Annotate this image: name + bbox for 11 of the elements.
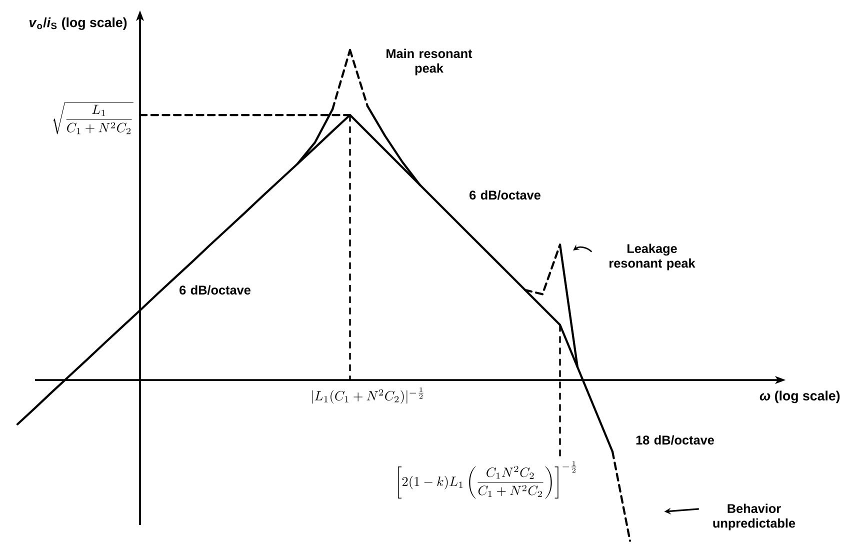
annotation: 18 dB/octave	[636, 435, 714, 445]
text: Behavior unpredictable	[713, 504, 796, 530]
y-axis-title: v$_{o}$/i$_{S}$ (log scale)	[29, 17, 127, 30]
annotation: $\sqrt{\dfrac{L_1}{C_1+N^2C_2}}$	[52, 102, 134, 134]
annotation: Main resonant peak	[386, 48, 472, 76]
annotation: $\left[2(1-k)L_1\left(\frac{C_1N^2C_2}{C_1+N^2C_2}\right)\right]^{-\frac{1}{2}}$	[398, 461, 576, 499]
annotation: $|L_1(C_1+N^2C_2)|^{-\frac{1}{2}}$	[312, 387, 424, 404]
annotation: Leakage resonant peak	[610, 244, 696, 270]
text: ω (log scale)	[760, 390, 840, 404]
annotation: 6 dB/octave	[180, 285, 250, 295]
annotation: 6 dB/octave	[470, 190, 540, 200]
